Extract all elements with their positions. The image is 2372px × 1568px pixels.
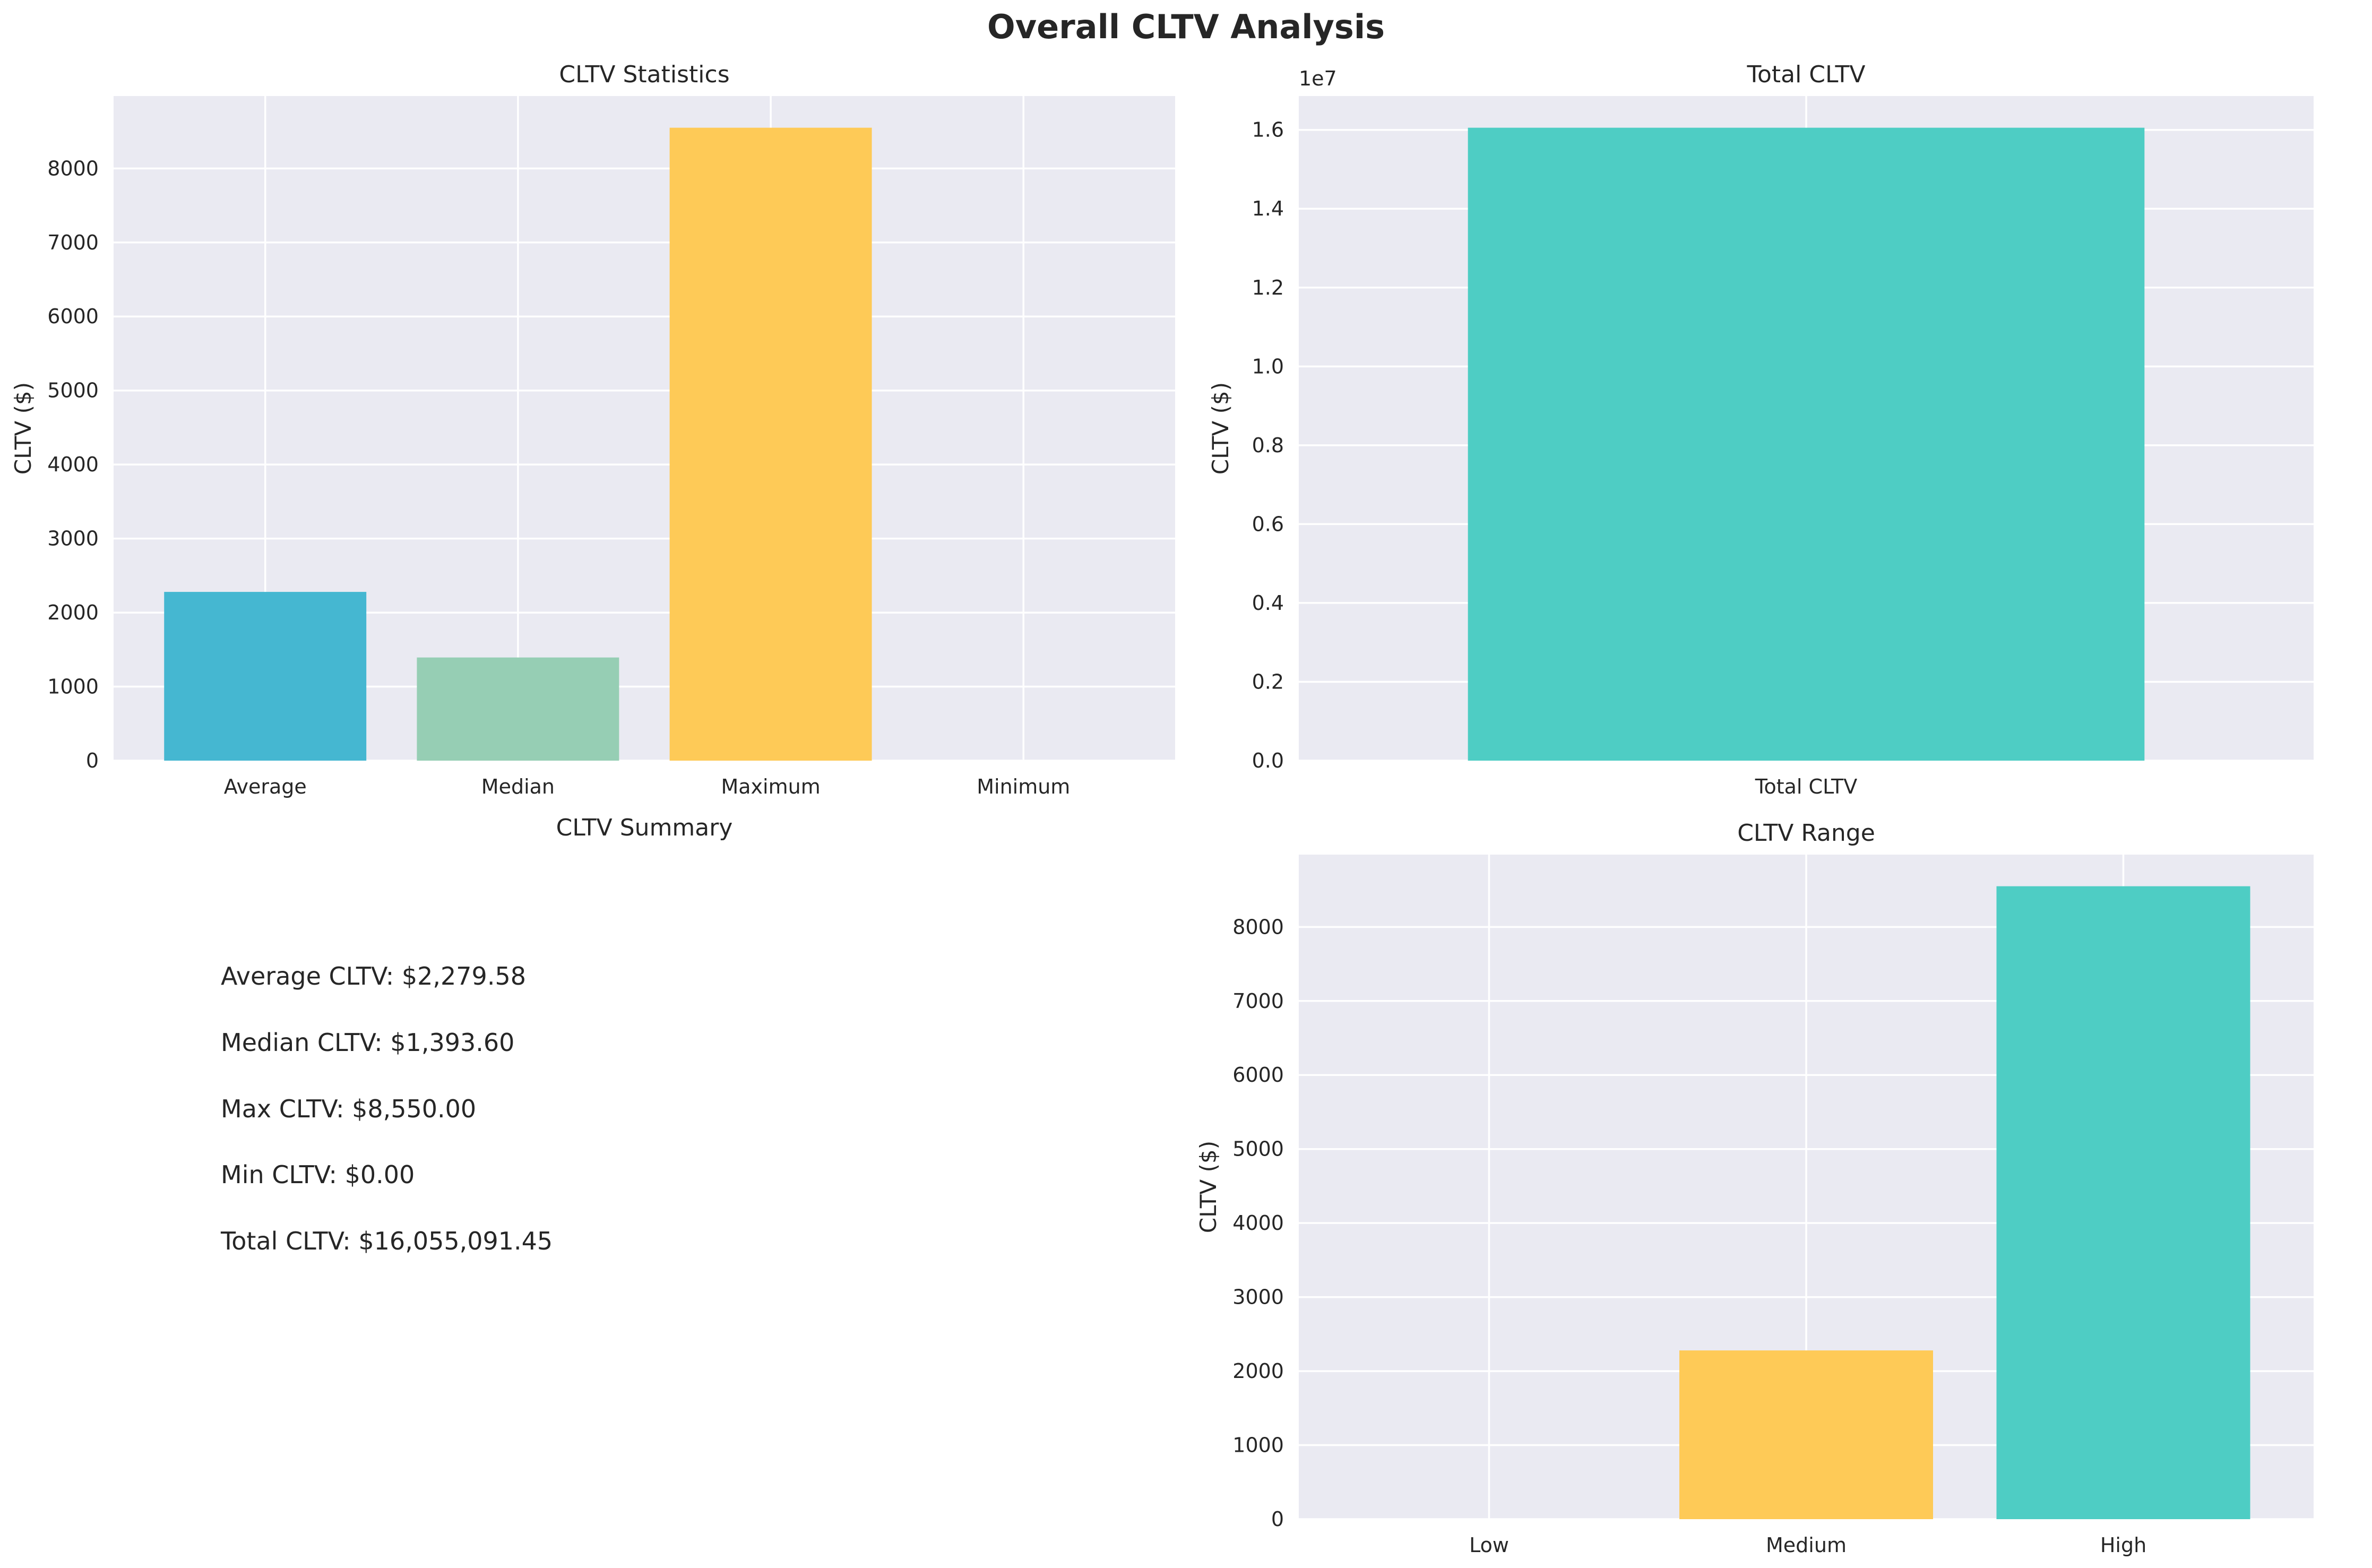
figure-title: Overall CLTV Analysis	[987, 7, 1385, 46]
y-offset-label: 1e7	[1299, 67, 1337, 90]
summary-total: Total CLTV: $16,055,091.45	[221, 1227, 553, 1255]
x-tick-label: Median	[481, 775, 555, 798]
chart-total-cltv: 0.0 0.2 0.4 0.6 0.8 1.0 1.2 1.4 1.6 Total CLTV Tot…	[1207, 61, 2314, 798]
y-tick-label: 0.2	[1252, 670, 1284, 693]
bar-high	[1996, 886, 2250, 1519]
y-tick-label: 0.6	[1252, 512, 1284, 536]
y-tick-label: 2000	[1232, 1359, 1284, 1383]
y-tick-label: 5000	[47, 379, 99, 402]
y-tick-label: 1000	[47, 675, 99, 699]
summary-average: Average CLTV: $2,279.58	[221, 962, 526, 990]
bar-median	[417, 657, 619, 761]
y-tick-label: 6000	[47, 305, 99, 328]
y-tick-label: 0	[86, 749, 99, 772]
y-axis-label: CLTV ($)	[1207, 382, 1234, 475]
summary-title: CLTV Summary	[556, 814, 733, 841]
y-tick-label: 1000	[1232, 1434, 1284, 1457]
y-tick-label: 1.2	[1252, 276, 1284, 299]
y-tick-label: 6000	[1232, 1063, 1284, 1087]
x-tick-label: Low	[1469, 1533, 1509, 1557]
x-tick-label: Total CLTV	[1755, 775, 1858, 798]
bar-medium	[1679, 1350, 1933, 1519]
y-tick-label: 8000	[1232, 915, 1284, 938]
x-tick-label: High	[2100, 1533, 2146, 1557]
y-axis-label: CLTV ($)	[10, 382, 36, 475]
y-tick-label: 1.4	[1252, 197, 1284, 220]
y-tick-label: 0	[1271, 1507, 1284, 1531]
y-axis-label: CLTV ($)	[1195, 1141, 1221, 1233]
y-tick-label: 3000	[47, 527, 99, 550]
y-tick-label: 8000	[47, 157, 99, 180]
chart-cltv-range: 0 1000 2000 3000 4000 5000 6000 7000 8000 Low Medi…	[1195, 820, 2314, 1557]
x-tick-label: Average	[224, 775, 307, 798]
chart-title: CLTV Range	[1737, 820, 1875, 847]
summary-max: Max CLTV: $8,550.00	[221, 1095, 477, 1123]
y-tick-label: 5000	[1232, 1138, 1284, 1161]
y-tick-label: 1.6	[1252, 118, 1284, 142]
y-tick-label: 4000	[47, 453, 99, 476]
summary-min: Min CLTV: $0.00	[221, 1160, 415, 1189]
y-tick-label: 0.0	[1252, 749, 1284, 772]
chart-title: CLTV Statistics	[559, 61, 729, 88]
summary-median: Median CLTV: $1,393.60	[221, 1028, 515, 1057]
bar-maximum	[669, 127, 872, 761]
y-tick-label: 4000	[1232, 1211, 1284, 1235]
chart-title: Total CLTV	[1747, 61, 1866, 88]
y-tick-label: 2000	[47, 601, 99, 624]
x-tick-label: Maximum	[721, 775, 820, 798]
bar-average	[164, 592, 367, 761]
x-tick-label: Medium	[1766, 1533, 1847, 1557]
bar-total-cltv	[1468, 127, 2145, 761]
y-tick-label: 3000	[1232, 1286, 1284, 1309]
y-tick-label: 0.4	[1252, 591, 1284, 615]
x-tick-label: Minimum	[977, 775, 1070, 798]
y-tick-label: 7000	[1232, 989, 1284, 1013]
y-tick-label: 1.0	[1252, 355, 1284, 378]
chart-cltv-statistics: 0 1000 2000 3000 4000 5000 6000 7000 8000 Average…	[10, 61, 1175, 798]
y-tick-label: 0.8	[1252, 434, 1284, 457]
y-tick-label: 7000	[47, 231, 99, 254]
